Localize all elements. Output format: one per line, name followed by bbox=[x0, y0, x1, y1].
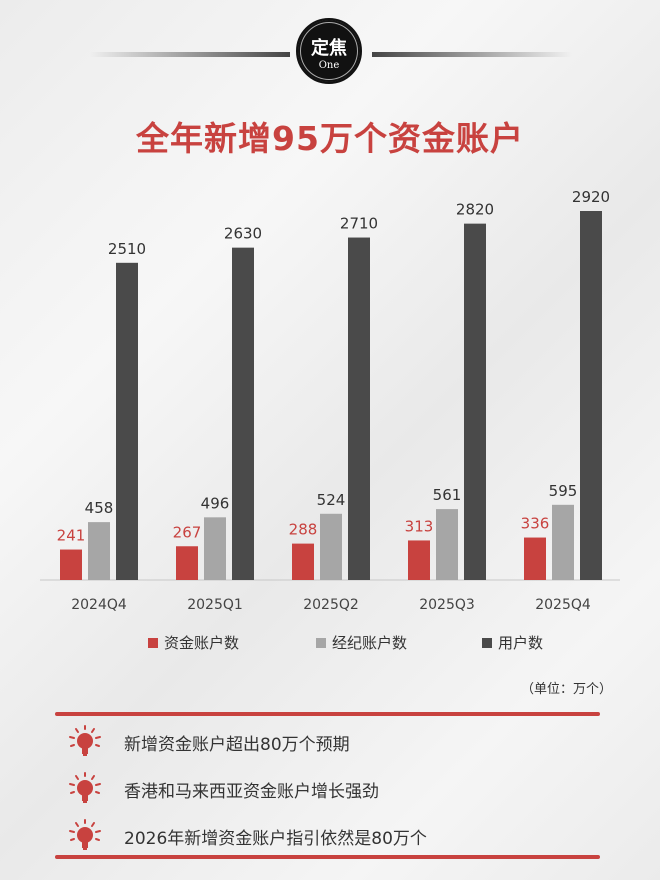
x-tick-label: 2024Q4 bbox=[71, 597, 127, 613]
x-tick-label: 2025Q2 bbox=[303, 597, 359, 613]
bar bbox=[232, 247, 254, 580]
x-tick-label: 2025Q4 bbox=[535, 597, 591, 613]
data-label: 336 bbox=[521, 515, 550, 533]
bar bbox=[88, 522, 110, 580]
data-label: 2920 bbox=[572, 188, 610, 206]
data-label: 288 bbox=[289, 521, 318, 539]
legend-label: 资金账户数 bbox=[164, 634, 239, 652]
bullet-item: 2026年新增资金账户指引依然是80万个 bbox=[68, 819, 427, 851]
lightbulb-icon bbox=[69, 819, 101, 850]
bar bbox=[204, 517, 226, 580]
bullet-text: 新增资金账户超出80万个预期 bbox=[124, 734, 350, 755]
data-label: 561 bbox=[433, 486, 462, 504]
bar bbox=[348, 237, 370, 581]
data-label: 496 bbox=[201, 494, 230, 512]
bullet-text: 2026年新增资金账户指引依然是80万个 bbox=[124, 828, 427, 849]
header-line-right bbox=[372, 52, 572, 57]
badge-main: 定焦 bbox=[311, 38, 347, 59]
lightbulb-icon bbox=[69, 772, 101, 803]
bar bbox=[552, 504, 574, 580]
bar bbox=[408, 540, 430, 580]
divider-top bbox=[55, 712, 600, 716]
unit-label: （单位：万个） bbox=[520, 682, 612, 697]
bar bbox=[464, 223, 486, 580]
legend-swatch bbox=[316, 638, 326, 648]
data-label: 313 bbox=[405, 517, 434, 535]
bar bbox=[320, 513, 342, 580]
bar-chart: 241 458 2510 2024Q4 267 496 2630 2025Q1 288 524 27… bbox=[40, 188, 620, 652]
data-label: 241 bbox=[57, 527, 86, 545]
bar bbox=[60, 549, 82, 580]
data-label: 2630 bbox=[224, 225, 262, 243]
data-label: 2510 bbox=[108, 240, 146, 258]
divider-bottom bbox=[55, 855, 600, 859]
bar bbox=[580, 211, 602, 580]
bar bbox=[292, 543, 314, 580]
data-label: 595 bbox=[549, 482, 578, 500]
bar bbox=[176, 546, 198, 580]
page-title: 全年新增95万个资金账户 bbox=[136, 119, 524, 158]
bar bbox=[524, 537, 546, 580]
data-label: 524 bbox=[317, 491, 346, 509]
logo-badge: 定焦 One bbox=[296, 18, 362, 84]
bullet-item: 香港和马来西亚资金账户增长强劲 bbox=[68, 772, 379, 804]
bullet-item: 新增资金账户超出80万个预期 bbox=[68, 725, 350, 757]
data-label: 267 bbox=[173, 523, 202, 541]
x-tick-label: 2025Q1 bbox=[187, 597, 243, 613]
legend-label: 用户数 bbox=[498, 634, 543, 652]
legend-swatch bbox=[148, 638, 158, 648]
legend-swatch bbox=[482, 638, 492, 648]
badge-sub: One bbox=[318, 60, 340, 71]
bar bbox=[436, 509, 458, 580]
x-tick-label: 2025Q3 bbox=[419, 597, 475, 613]
bar bbox=[116, 262, 138, 580]
bullet-text: 香港和马来西亚资金账户增长强劲 bbox=[124, 781, 379, 802]
data-label: 2710 bbox=[340, 215, 378, 233]
legend-label: 经纪账户数 bbox=[332, 634, 407, 652]
lightbulb-icon bbox=[69, 725, 101, 756]
data-label: 458 bbox=[85, 499, 114, 517]
header-line-left bbox=[90, 52, 290, 57]
data-label: 2820 bbox=[456, 201, 494, 219]
